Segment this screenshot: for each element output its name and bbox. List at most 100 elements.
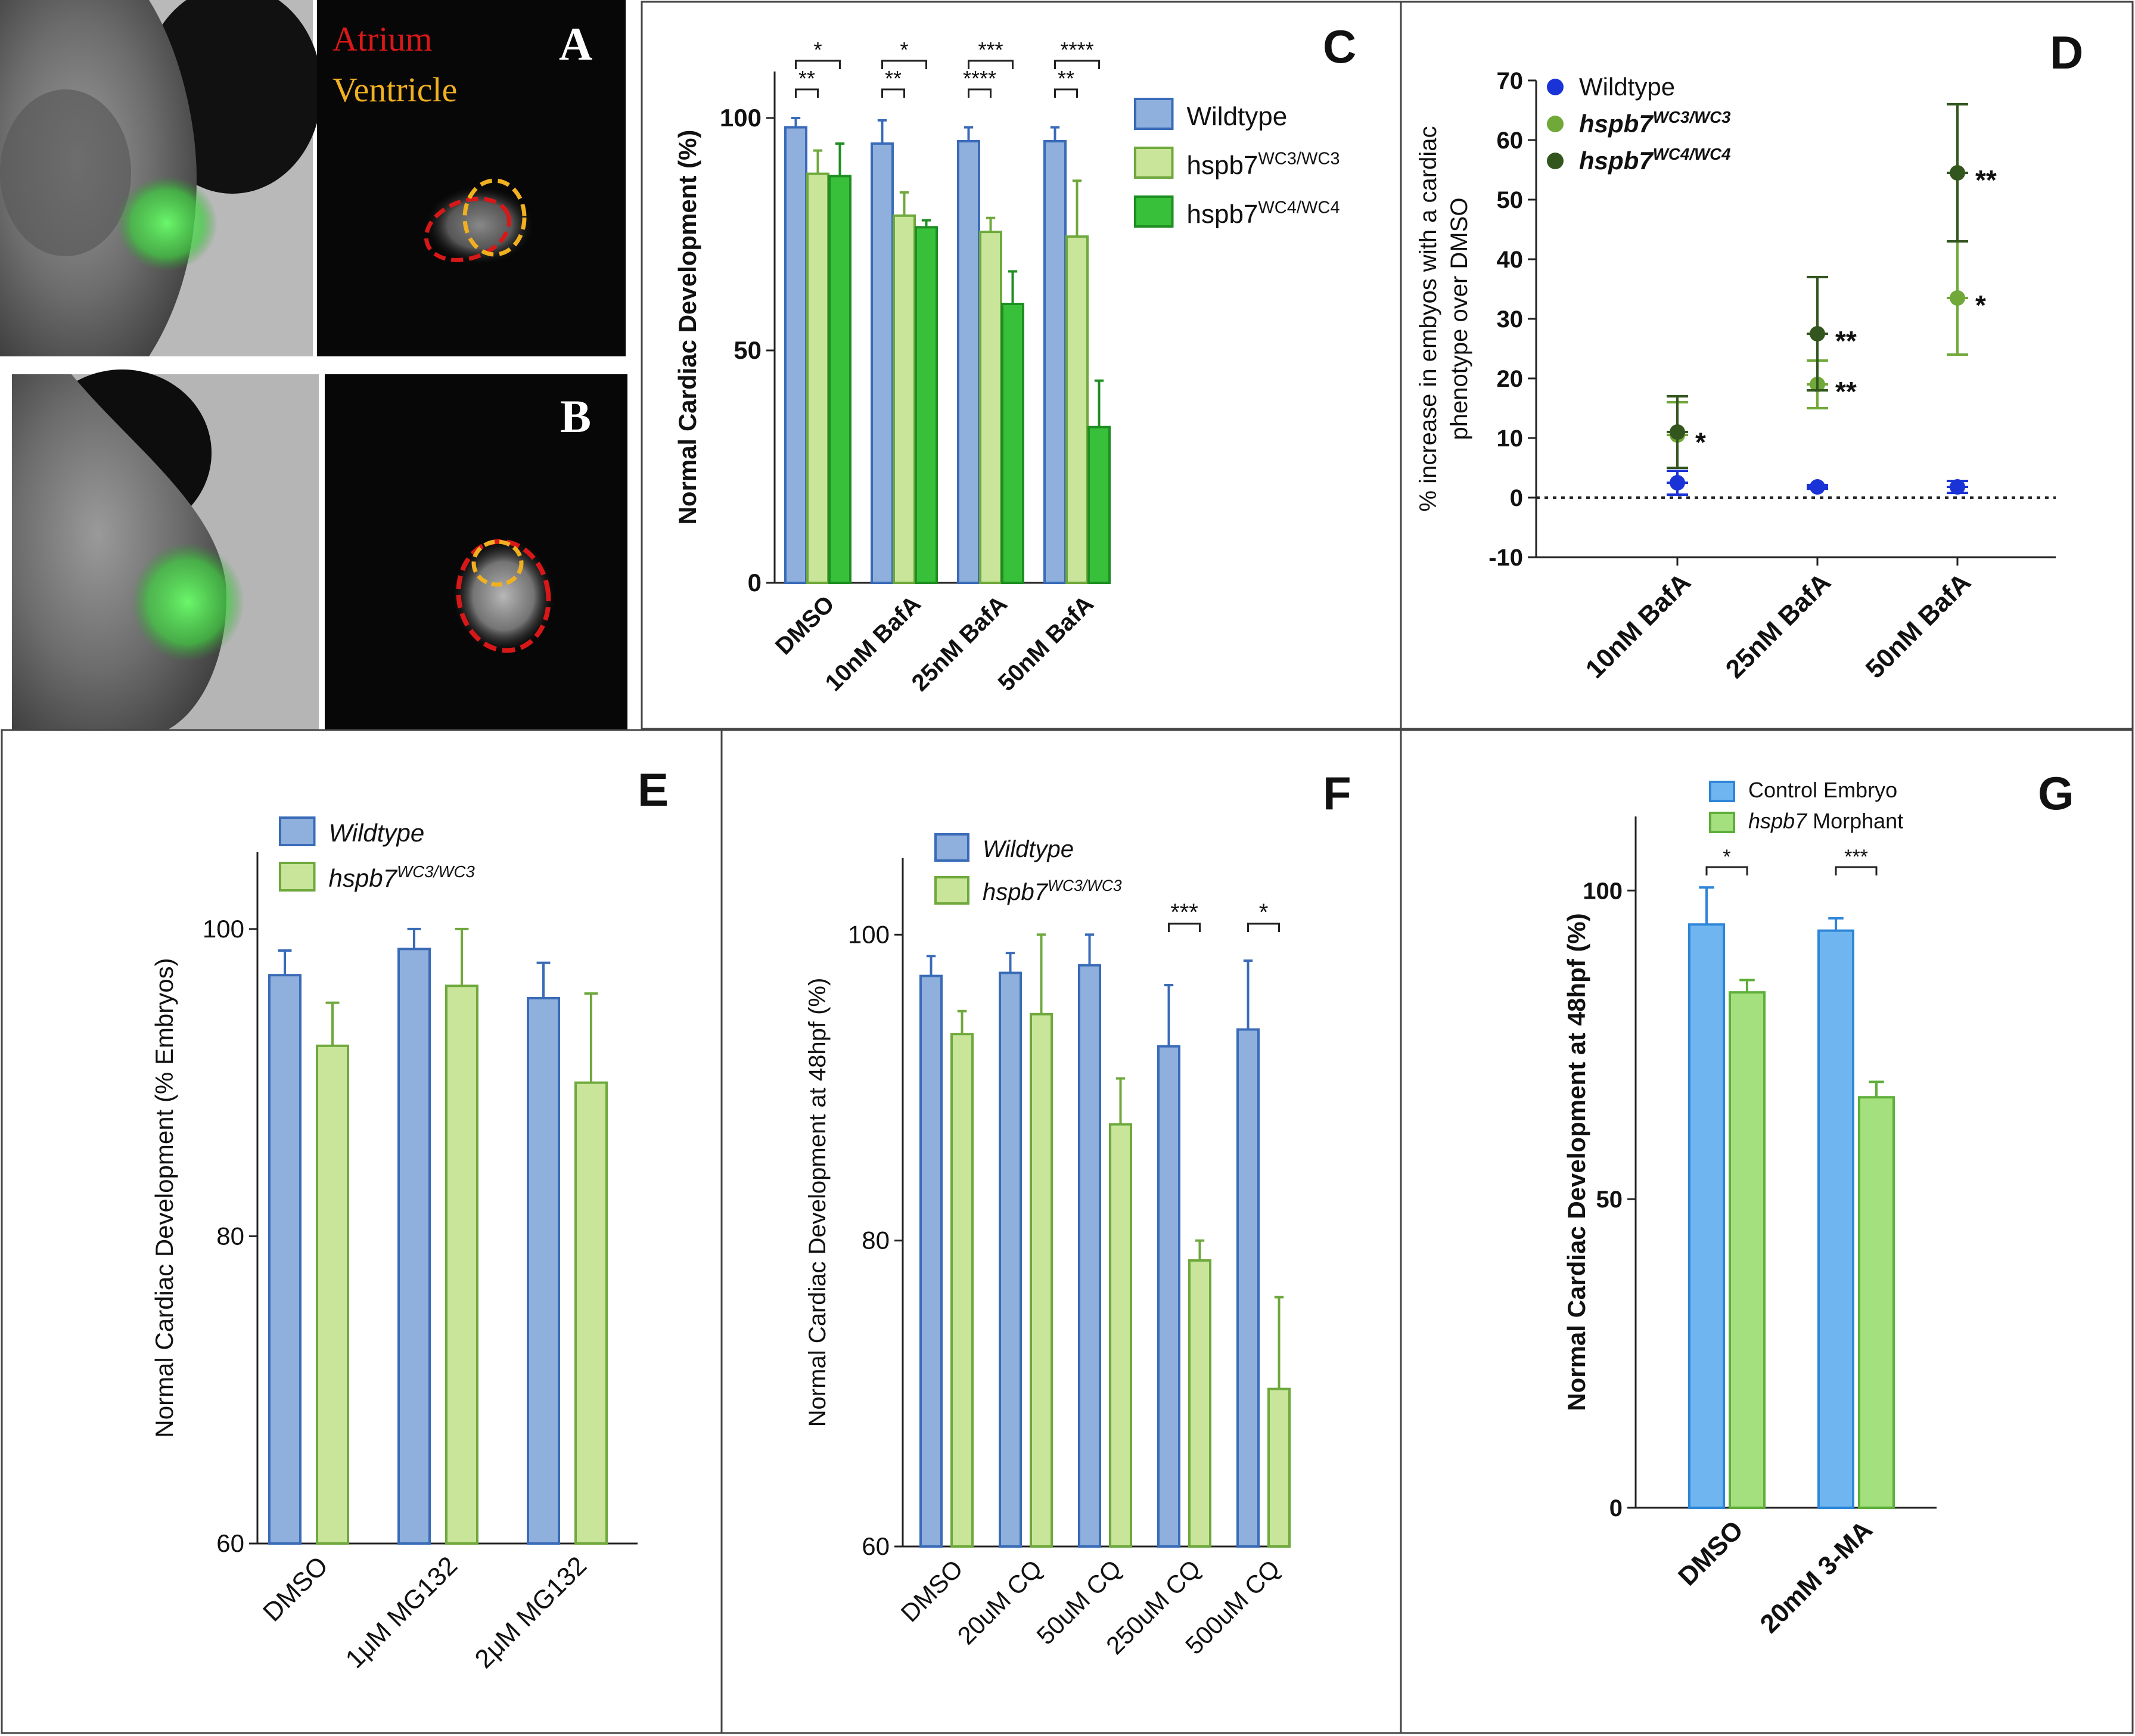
data-point-series-2 bbox=[1670, 424, 1685, 440]
bar-50um-cq-series-1 bbox=[1109, 1123, 1132, 1548]
legend-entry-0-name: Control Embryo bbox=[1748, 778, 1897, 802]
legend-entry-1-text: hspb7WC3/WC3 bbox=[1187, 149, 1340, 180]
y-tick-label: 100 bbox=[848, 920, 890, 948]
bar-20um-cq-series-1 bbox=[1030, 1013, 1053, 1548]
y-tick-label: 80 bbox=[862, 1226, 890, 1254]
y-tick-label: 10 bbox=[1497, 426, 1524, 452]
x-tick-label: 20uM CQ bbox=[952, 1554, 1048, 1650]
legend-entry-0-name: Wildtype bbox=[983, 836, 1074, 862]
panel-a-fluorescence bbox=[317, 0, 626, 356]
x-tick-label: 20mM 3-MA bbox=[1755, 1515, 1879, 1639]
bar-250um-cq-series-1 bbox=[1188, 1259, 1211, 1548]
y-tick-label: 100 bbox=[1583, 878, 1623, 904]
legend-swatch-0 bbox=[1134, 98, 1174, 130]
panel-b: B bbox=[12, 369, 627, 730]
significance-label: *** bbox=[1170, 899, 1198, 926]
bar-25nm-bafa-series-2 bbox=[1001, 303, 1024, 584]
bar-10nm-bafa-series-2 bbox=[915, 226, 938, 584]
y-tick-label: 0 bbox=[1510, 485, 1523, 511]
bar-25nm-bafa-series-0 bbox=[957, 140, 980, 584]
legend-swatch-2 bbox=[1134, 195, 1174, 228]
significance-bracket bbox=[968, 60, 1014, 69]
legend-entry-1-text: hspb7WC3/WC3 bbox=[1579, 108, 1731, 138]
significance-bracket bbox=[1247, 923, 1280, 932]
legend-entry-2-name: hspb7 bbox=[1579, 147, 1654, 175]
significance-label: ** bbox=[1058, 66, 1074, 91]
y-axis-label: Normal Cardiac Development (% Embryos) bbox=[150, 958, 178, 1437]
panel-letter-a: A bbox=[559, 18, 592, 70]
bar-2μm-mg132-series-0 bbox=[527, 996, 560, 1545]
heart-fluorescence bbox=[426, 187, 533, 264]
y-tick-label: 60 bbox=[862, 1532, 890, 1560]
panel-letter: C bbox=[1323, 20, 1356, 73]
legend-swatch-1 bbox=[1709, 812, 1735, 833]
panel-g-border bbox=[1400, 729, 2134, 1734]
legend-entry-2-text: hspb7WC4/WC4 bbox=[1579, 145, 1731, 175]
chart-panel-f: 60 80 100 Normal Cardiac Development at 48h… bbox=[804, 767, 1351, 1660]
legend-entry-0-text: Wildtype bbox=[1187, 102, 1288, 131]
legend-entry-1-text: hspb7 Morphant bbox=[1748, 809, 1903, 833]
legend-entry-0-text: Wildtype bbox=[1579, 73, 1675, 101]
bar-50nm-bafa-series-2 bbox=[1087, 426, 1111, 584]
label-ventricle: Ventricle bbox=[332, 70, 457, 109]
bar-dmso-series-2 bbox=[828, 175, 851, 584]
y-axis-label-line1: % increase in embyos with a cardiac bbox=[1415, 126, 1441, 512]
legend-entry-2-genotype: WC4/WC4 bbox=[1258, 198, 1340, 217]
significance-label: *** bbox=[1844, 846, 1868, 868]
ventricle-outline bbox=[471, 539, 524, 587]
y-tick-label: 40 bbox=[1497, 247, 1524, 273]
legend-entry-1-name: hspb7 bbox=[1748, 809, 1808, 833]
panel-letter-b: B bbox=[560, 390, 591, 442]
significance-label: **** bbox=[1060, 38, 1093, 62]
legend-entry-0-text: Wildtype bbox=[983, 836, 1074, 862]
legend-swatch-1 bbox=[1134, 147, 1174, 179]
bar-20mm-3-ma-series-0 bbox=[1817, 929, 1854, 1510]
significance-label: * bbox=[1975, 290, 1986, 321]
bar-dmso-series-1 bbox=[316, 1044, 349, 1545]
significance-bracket bbox=[795, 60, 841, 69]
legend-entry-1-genotype: WC3/WC3 bbox=[1048, 877, 1122, 895]
bar-10nm-bafa-series-1 bbox=[893, 214, 916, 584]
significance-label: * bbox=[1259, 899, 1269, 926]
x-tick-label: DMSO bbox=[770, 591, 840, 660]
significance-bracket bbox=[1054, 88, 1078, 98]
legend-entry-1-name: hspb7 bbox=[983, 879, 1049, 905]
legend-swatch-0 bbox=[934, 833, 969, 862]
bar-50nm-bafa-series-0 bbox=[1043, 140, 1067, 584]
significance-bracket bbox=[881, 88, 905, 98]
legend-entry-0-text: Wildtype bbox=[329, 819, 425, 847]
x-tick-label: DMSO bbox=[896, 1554, 968, 1627]
x-tick-label: DMSO bbox=[1673, 1515, 1749, 1591]
y-tick-label: 100 bbox=[720, 104, 762, 132]
ventricle-outline bbox=[462, 178, 527, 257]
legend-entry-0-name: Wildtype bbox=[1187, 102, 1288, 131]
significance-bracket bbox=[1054, 60, 1100, 69]
legend-entry-0-name: Wildtype bbox=[329, 819, 425, 847]
panel-letter: G bbox=[2038, 767, 2074, 819]
legend-entry-2-name: hspb7 bbox=[1187, 200, 1258, 229]
panel-d-border bbox=[1400, 1, 2134, 730]
significance-bracket bbox=[881, 60, 927, 69]
bar-20mm-3-ma-series-1 bbox=[1858, 1096, 1895, 1509]
y-tick-label: 80 bbox=[216, 1222, 244, 1250]
heart-fluorescence bbox=[453, 539, 554, 653]
significance-bracket bbox=[795, 88, 819, 98]
y-tick-label: 30 bbox=[1497, 306, 1524, 333]
panel-letter: F bbox=[1323, 767, 1351, 819]
chart-panel-d: -10 0 10 20 30 40 50 60 70 % increase in embyos w… bbox=[1415, 26, 2083, 684]
y-axis-label: Normal Cardiac Development at 48hpf (%) bbox=[1562, 913, 1590, 1411]
significance-label: * bbox=[1695, 427, 1706, 458]
legend-entry-2-text: hspb7WC4/WC4 bbox=[1187, 198, 1340, 229]
chart-panel-g: 0 50 100 Normal Cardiac Development at 48hp… bbox=[1562, 767, 2074, 1639]
legend-entry-2-genotype: WC4/WC4 bbox=[1653, 145, 1731, 163]
significance-label: ** bbox=[1975, 164, 1997, 195]
y-tick-label: 50 bbox=[734, 336, 762, 364]
significance-bracket bbox=[1705, 866, 1748, 875]
y-tick-label: 60 bbox=[216, 1529, 244, 1557]
significance-label: ** bbox=[885, 66, 902, 91]
legend-entry-1-name: hspb7 bbox=[329, 864, 398, 892]
bar-500um-cq-series-1 bbox=[1267, 1387, 1291, 1548]
significance-label: * bbox=[900, 38, 908, 62]
